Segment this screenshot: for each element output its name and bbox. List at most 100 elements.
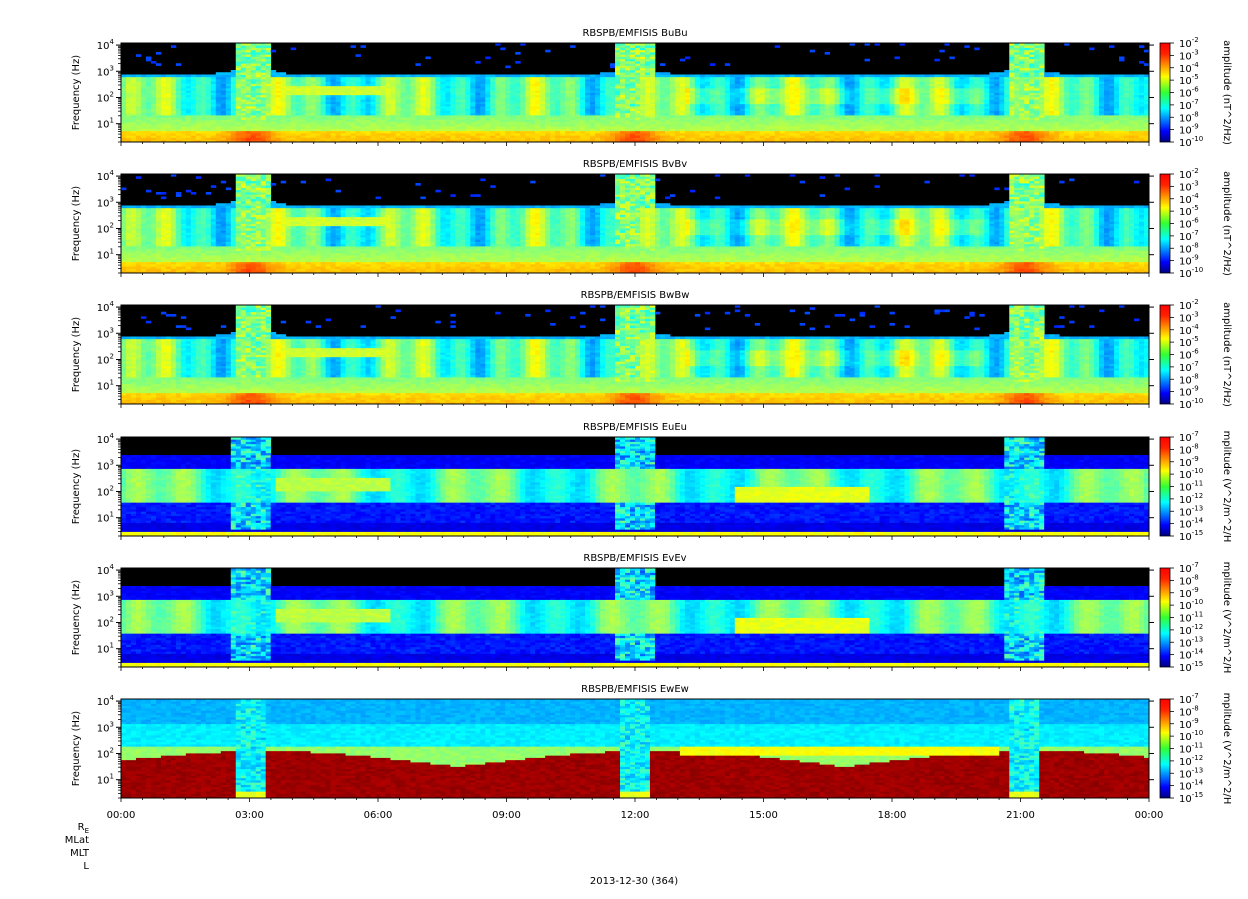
spectrogram-cell — [131, 75, 136, 78]
spectrogram-cell — [216, 72, 221, 75]
spectrogram-cell — [485, 75, 490, 78]
spectrogram-cell — [480, 75, 485, 78]
spectrogram-cell — [440, 75, 445, 78]
spectrogram-cell — [351, 75, 356, 78]
spectrogram-cell — [510, 75, 515, 78]
spectrogram-cell — [405, 75, 410, 78]
spectrogram-cell — [331, 75, 336, 78]
spectrogram-cell — [465, 75, 470, 78]
spectrogram-cell — [146, 75, 151, 78]
spectrogram-cell — [505, 66, 510, 69]
spectrogram-cell — [161, 75, 166, 78]
spectrogram-cell — [141, 75, 146, 78]
spectrogram-cell — [545, 75, 550, 78]
spectrogram-cell — [485, 57, 490, 60]
spectrogram-cell — [321, 75, 326, 78]
spectrogram-cell — [351, 45, 356, 48]
spectrogram-cell — [356, 75, 361, 78]
spectrogram-cell — [146, 57, 151, 60]
spectrogram-cell — [570, 75, 575, 78]
spectrogram-cell — [341, 75, 346, 78]
spectrogram-cell — [490, 75, 495, 78]
spectrogram-cell — [450, 75, 455, 78]
spectrogram-cell — [435, 75, 440, 78]
spectrogram-cell — [271, 70, 276, 73]
spectrogram-cell — [371, 75, 376, 78]
spectrogram-cell — [326, 75, 331, 78]
spectrogram-cell — [415, 63, 420, 66]
panel-title: RBSPB/EMFISIS BuBu — [582, 28, 687, 39]
spectrogram-cell — [136, 54, 141, 57]
panel-1: RBSPB/EMFISIS BuBu101102103104Frequency … — [71, 28, 1232, 149]
spectrogram-cell — [376, 75, 381, 78]
spectrogram-cell — [575, 75, 580, 78]
spectrogram-cell — [535, 75, 540, 78]
spectrogram-cell — [206, 75, 211, 78]
spectrogram-cell — [460, 75, 465, 78]
spectrogram-cell — [221, 72, 226, 75]
spectrogram-cell — [151, 61, 156, 64]
spectrogram-cell — [570, 45, 575, 48]
spectrogram-cell — [580, 75, 585, 78]
spectrogram-cell — [166, 75, 171, 78]
spectrogram-cell — [585, 75, 590, 78]
spectrogram-cell — [605, 72, 610, 75]
spectrogram-cell — [525, 75, 530, 78]
spectrogram-cell — [445, 75, 450, 78]
spectrogram-cell — [545, 50, 550, 53]
spectrogram-cell — [530, 75, 535, 78]
spectrogram-cell — [301, 75, 306, 78]
spectrogram-cell — [550, 75, 555, 78]
spectrogram-cell — [475, 61, 480, 64]
spectrogram-cell — [420, 75, 425, 78]
spectrogram-cell — [186, 75, 191, 78]
spectrogram-cell — [226, 72, 231, 75]
spectrogram-cell — [126, 75, 131, 78]
spectrogram-cell — [291, 75, 296, 78]
spectrogram-cell — [515, 61, 520, 64]
spectrogram-cell — [231, 70, 236, 73]
spectrogram-cell — [385, 75, 390, 78]
spectrogram-cell — [555, 75, 560, 78]
spectrogram-cell — [346, 75, 351, 78]
spectrogram-cell — [610, 72, 615, 75]
spectrogram-cell — [311, 75, 316, 78]
spectrogram-cell — [610, 63, 615, 66]
spectrogram-cell — [595, 75, 600, 78]
spectrogram-cell — [560, 75, 565, 78]
spectrogram-cell — [505, 75, 510, 78]
spectrogram-cell — [470, 75, 475, 78]
spectrogram-cell — [151, 75, 156, 78]
spectrogram-cell — [540, 75, 545, 78]
spectrogram-cell — [390, 75, 395, 78]
spectrogram-cell — [171, 45, 176, 48]
spectrogram-cell — [136, 75, 141, 78]
spectrogram-cell — [425, 57, 430, 60]
spectrogram-cell — [500, 48, 505, 51]
spectrogram-cell — [475, 75, 480, 78]
spectrogram-cell — [590, 75, 595, 78]
panels-group: RBSPB/EMFISIS BuBu101102103104Frequency … — [71, 28, 1232, 805]
spectrogram-cell — [191, 75, 196, 78]
spectrogram-cell — [176, 75, 181, 78]
spectrogram-cell — [356, 54, 361, 57]
spectrogram-cell — [181, 75, 186, 78]
spectrogram-cell — [430, 75, 435, 78]
spectrogram-cell — [395, 75, 400, 78]
spectrogram-cell — [515, 52, 520, 55]
spectrogram-cell — [296, 75, 301, 78]
spectrogram-cell — [281, 72, 286, 75]
spectrogram-cell — [415, 75, 420, 78]
spectrogram-cell — [410, 75, 415, 78]
spectrogram-cell — [291, 48, 296, 51]
spectrogram-cell — [366, 75, 371, 78]
spectrogram-cell — [455, 75, 460, 78]
spectrogram-cell — [565, 75, 570, 78]
spectrogram-cell — [361, 75, 366, 78]
spectrogram-cell — [306, 75, 311, 78]
spectrogram-cell — [655, 72, 660, 75]
spectrogram-cell — [400, 75, 405, 78]
spectrogram-cell — [515, 75, 520, 78]
spectrogram-cell — [381, 75, 386, 78]
